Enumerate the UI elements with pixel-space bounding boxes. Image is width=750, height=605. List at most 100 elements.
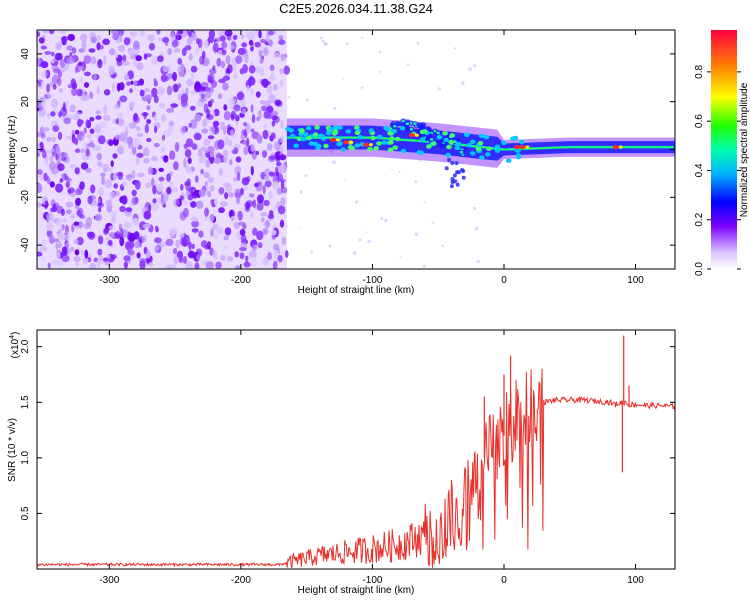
noise-speckle — [239, 252, 245, 260]
noise-speckle — [123, 37, 131, 46]
noise-speckle — [160, 146, 166, 153]
noise-speckle — [157, 197, 161, 206]
secondary-band-peak — [405, 122, 410, 126]
snr-ytick-label: 1.5 — [20, 395, 31, 409]
signal-band-blob — [395, 136, 401, 142]
noise-speckle — [74, 249, 80, 256]
noise-speckle — [50, 59, 55, 64]
sparse-speckle — [422, 264, 426, 268]
signal-hotspot-edge — [414, 133, 419, 137]
signal-band-blob — [345, 129, 352, 134]
noise-speckle — [121, 180, 128, 188]
noise-speckle — [228, 209, 236, 219]
noise-speckle — [268, 39, 273, 47]
signal-hotspot-edge — [368, 143, 373, 147]
noise-speckle — [129, 88, 133, 94]
noise-speckle — [177, 30, 184, 35]
signal-band-blob — [332, 129, 339, 134]
noise-speckle — [126, 174, 133, 182]
noise-speckle — [222, 82, 229, 91]
noise-speckle — [148, 42, 156, 51]
noise-speckle — [222, 182, 231, 188]
noise-speckle — [175, 32, 180, 42]
noise-speckle — [209, 68, 217, 75]
noise-speckle — [96, 42, 101, 51]
noise-speckle — [173, 198, 180, 207]
noise-speckle — [279, 219, 285, 228]
noise-speckle — [63, 117, 71, 125]
noise-speckle — [147, 34, 155, 42]
noise-speckle — [281, 236, 287, 246]
spectrogram-xtick-label: -100 — [362, 275, 382, 286]
noise-speckle — [85, 148, 90, 157]
noise-speckle — [220, 60, 226, 69]
snr-xlabel: Height of straight line (km) — [298, 585, 415, 596]
noise-speckle — [225, 55, 231, 65]
noise-speckle — [40, 45, 47, 50]
noise-speckle — [268, 30, 274, 36]
noise-speckle — [199, 97, 207, 103]
signal-band-blob — [337, 125, 343, 130]
noise-speckle — [205, 159, 211, 168]
spectrogram-ytick-label: -40 — [20, 237, 31, 252]
snr-ticks: -300 -200 -100 0 100 0.5 1.0 1.5 2.0 — [20, 330, 675, 586]
noise-speckle — [75, 197, 82, 206]
noise-speckle — [172, 83, 180, 93]
noise-speckle — [254, 66, 262, 74]
noise-speckle — [52, 84, 57, 90]
signal-band-blob — [376, 141, 382, 146]
noise-speckle — [128, 142, 134, 149]
signal-band-blob — [449, 133, 456, 138]
noise-speckle — [232, 65, 237, 72]
spectrogram-ytick-label: 20 — [20, 96, 31, 108]
noise-speckle — [55, 243, 59, 250]
noise-speckle — [220, 121, 225, 131]
sparse-speckle — [414, 232, 419, 237]
noise-speckle — [118, 82, 125, 91]
signal-band-blob — [518, 139, 525, 145]
signal-hotspot — [343, 140, 350, 145]
noise-speckle — [234, 166, 242, 175]
noise-speckle — [119, 236, 125, 247]
noise-speckle — [122, 60, 130, 66]
noise-speckle — [258, 109, 262, 120]
noise-speckle — [157, 55, 164, 63]
spectrogram-ylabel: Frequency (Hz) — [7, 116, 18, 185]
noise-speckle — [184, 149, 192, 158]
noise-speckle — [227, 256, 234, 262]
noise-speckle — [246, 137, 250, 148]
noise-speckle — [198, 157, 206, 164]
noise-speckle — [228, 192, 234, 198]
snr-series-line — [37, 368, 675, 569]
noise-speckle — [73, 239, 79, 245]
noise-speckle — [46, 83, 50, 93]
noise-speckle — [280, 186, 288, 194]
noise-speckle — [116, 171, 124, 177]
noise-speckle — [191, 166, 195, 172]
noise-speckle — [93, 257, 99, 263]
signal-band-blob — [505, 158, 512, 163]
sparse-speckle — [287, 95, 291, 99]
noise-speckle — [178, 256, 183, 264]
noise-speckle — [103, 227, 110, 234]
noise-speckle — [79, 181, 85, 190]
noise-speckle — [191, 220, 200, 228]
spectrogram-xtick-label: 100 — [627, 275, 644, 286]
noise-speckle — [79, 214, 85, 219]
noise-speckle — [212, 43, 219, 53]
noise-speckle — [262, 129, 269, 140]
signal-band-blob — [418, 150, 425, 155]
signal-band-blob — [486, 146, 492, 151]
noise-speckle — [167, 48, 172, 56]
noise-speckle — [247, 31, 256, 41]
noise-speckle — [153, 114, 158, 122]
snr-xtick-label: -100 — [362, 575, 382, 586]
sparse-speckle — [406, 63, 410, 66]
noise-speckle — [278, 35, 284, 41]
signal-hotspot-edge — [618, 145, 623, 149]
noise-speckle — [69, 163, 76, 169]
snr-xtick-label: -300 — [99, 575, 119, 586]
noise-speckle — [283, 65, 290, 75]
noise-speckle — [227, 45, 235, 50]
noise-speckle — [74, 129, 80, 135]
